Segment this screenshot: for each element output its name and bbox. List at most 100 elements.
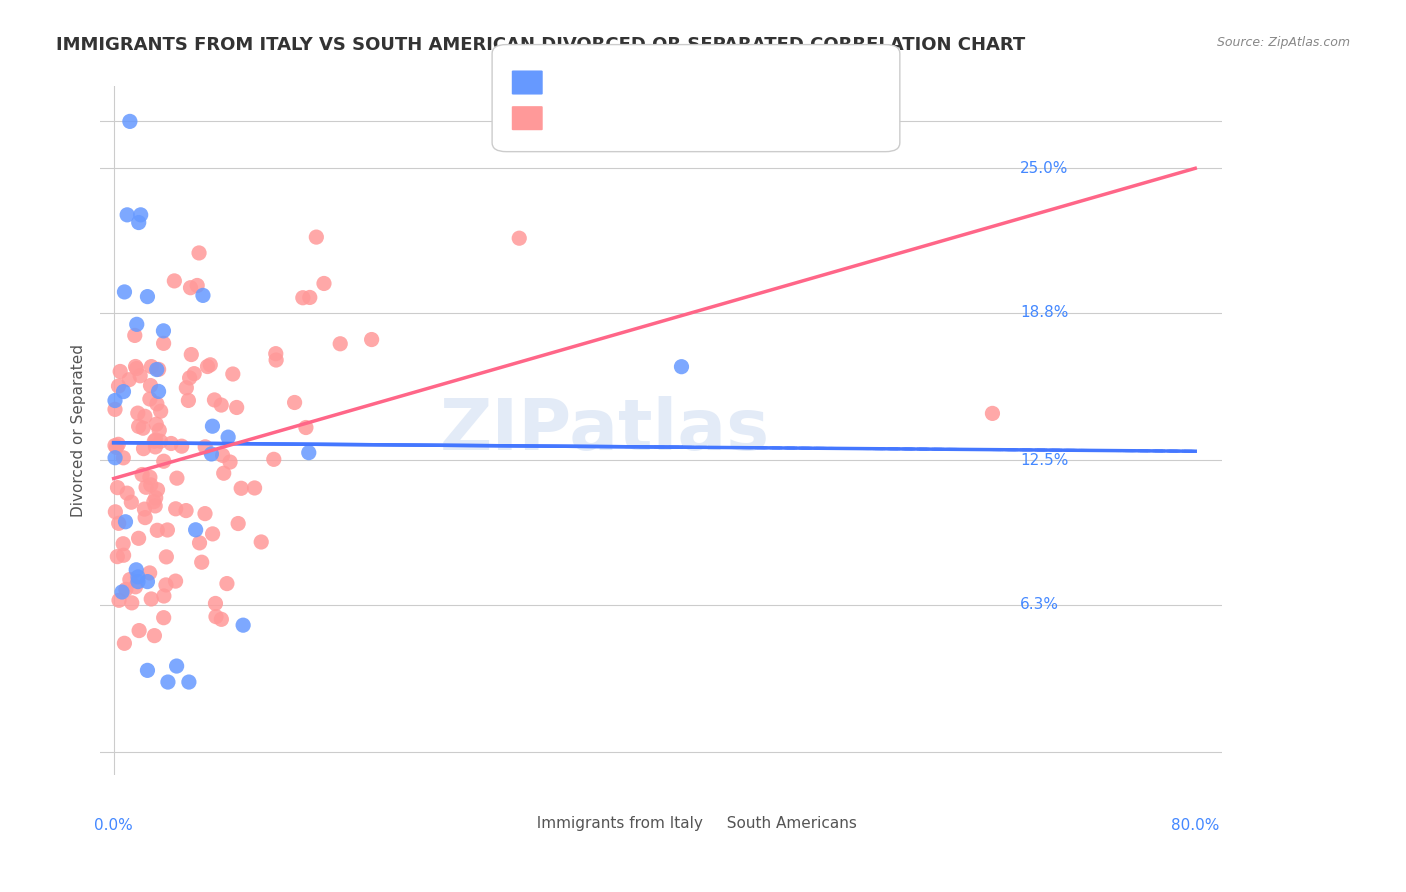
Point xyxy=(156,523,179,537)
Point xyxy=(179,281,201,295)
Point xyxy=(111,585,134,599)
Point xyxy=(176,381,198,395)
Point xyxy=(177,393,200,408)
Point xyxy=(284,395,307,409)
Point xyxy=(204,392,226,407)
Point xyxy=(112,537,135,551)
Point xyxy=(160,436,183,450)
Point xyxy=(148,384,170,399)
Point xyxy=(108,364,131,378)
Point xyxy=(163,274,186,288)
Point xyxy=(205,609,228,624)
Point xyxy=(188,246,211,260)
Point xyxy=(219,455,242,469)
Text: 0.245: 0.245 xyxy=(598,73,645,87)
FancyBboxPatch shape xyxy=(498,809,527,838)
Point xyxy=(152,336,174,351)
Point xyxy=(295,420,318,434)
Text: Immigrants from Italy: Immigrants from Italy xyxy=(526,816,703,831)
FancyBboxPatch shape xyxy=(699,809,730,838)
Point xyxy=(115,582,138,597)
Point xyxy=(132,421,155,435)
Point xyxy=(114,515,136,529)
Point xyxy=(138,566,160,580)
Point xyxy=(153,589,176,603)
Point xyxy=(124,328,146,343)
Point xyxy=(139,470,162,484)
Text: 0.0%: 0.0% xyxy=(94,818,134,832)
Point xyxy=(146,524,169,538)
Point xyxy=(149,434,172,449)
Point xyxy=(231,481,253,495)
Point xyxy=(148,362,170,376)
Point xyxy=(134,409,156,424)
Point xyxy=(209,398,232,412)
Point xyxy=(139,378,162,392)
Text: R = 0.245   N =  31: R = 0.245 N = 31 xyxy=(527,73,700,87)
Point xyxy=(264,353,287,368)
Point xyxy=(145,362,167,376)
Point xyxy=(146,397,169,411)
Point xyxy=(107,481,129,495)
Point xyxy=(120,495,142,509)
Text: Source: ZipAtlas.com: Source: ZipAtlas.com xyxy=(1216,36,1350,49)
Point xyxy=(136,290,159,304)
Text: 12.5%: 12.5% xyxy=(1021,452,1069,467)
Point xyxy=(155,549,177,564)
Point xyxy=(232,618,254,632)
Point xyxy=(112,384,135,399)
Point xyxy=(112,450,135,465)
Point xyxy=(127,406,149,420)
Point xyxy=(250,535,273,549)
Point xyxy=(298,445,321,459)
Point xyxy=(128,531,150,545)
Point xyxy=(145,433,167,447)
Point xyxy=(146,483,169,497)
Point xyxy=(243,481,266,495)
Point xyxy=(177,675,200,690)
Point xyxy=(188,536,211,550)
Point xyxy=(197,359,219,374)
Point xyxy=(127,574,149,589)
Text: R =: R = xyxy=(555,109,589,123)
Point xyxy=(166,659,188,673)
Point xyxy=(139,478,162,492)
Point xyxy=(107,516,129,531)
Text: R =: R = xyxy=(555,73,589,87)
Point xyxy=(145,491,167,505)
Point xyxy=(201,419,224,434)
Point xyxy=(184,523,207,537)
Point xyxy=(165,501,187,516)
Point xyxy=(209,612,232,626)
Point xyxy=(149,404,172,418)
Point xyxy=(148,423,170,437)
Point xyxy=(194,440,217,454)
Point xyxy=(135,480,157,494)
Text: 18.8%: 18.8% xyxy=(1021,305,1069,320)
Text: 6.3%: 6.3% xyxy=(1021,598,1059,613)
Point xyxy=(125,361,148,376)
Point xyxy=(329,336,352,351)
Y-axis label: Divorced or Separated: Divorced or Separated xyxy=(72,344,86,517)
Point xyxy=(166,471,188,485)
Text: N =: N = xyxy=(640,73,688,87)
Point xyxy=(222,367,245,381)
Point xyxy=(212,467,235,481)
Point xyxy=(125,563,148,577)
Point xyxy=(155,578,177,592)
Point xyxy=(312,277,335,291)
Point xyxy=(132,442,155,456)
Point xyxy=(225,401,247,415)
Point xyxy=(134,510,156,524)
Point xyxy=(141,359,163,374)
Point xyxy=(121,596,143,610)
Text: South Americans: South Americans xyxy=(717,816,858,831)
Point xyxy=(291,291,314,305)
Point xyxy=(190,555,212,569)
Point xyxy=(508,231,530,245)
Text: 116: 116 xyxy=(689,109,721,123)
Point xyxy=(105,549,128,564)
Point xyxy=(226,516,249,531)
Point xyxy=(134,502,156,516)
Point xyxy=(139,392,162,406)
